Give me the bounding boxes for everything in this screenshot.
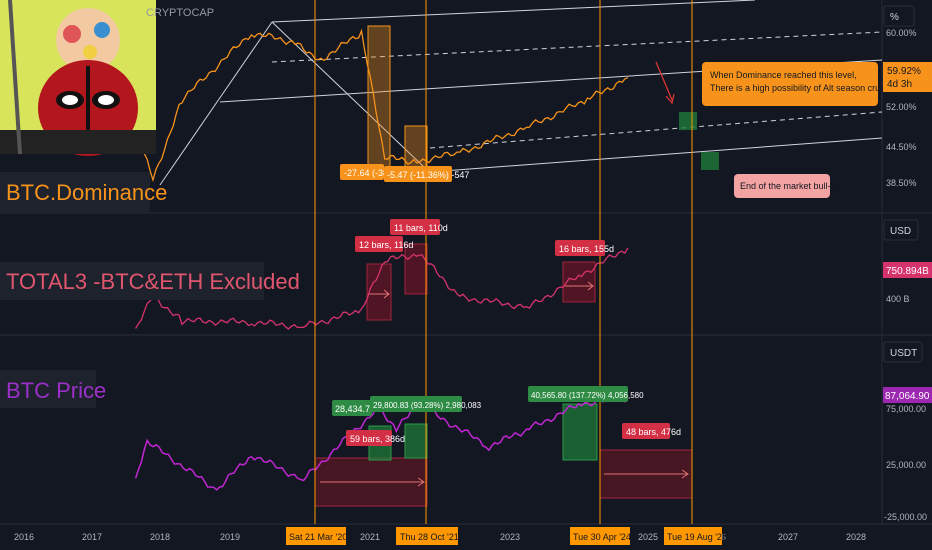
btc-label-1: 28,434.76 <box>335 404 375 414</box>
btc-label-bg-4 <box>346 430 392 446</box>
marker-tag-4: Tue 19 Aug '25 <box>667 532 727 542</box>
year-label-2016: 2016 <box>14 532 34 542</box>
channel-top-line <box>271 0 756 23</box>
forecast-arrow <box>655 61 673 101</box>
dominance-tick-4: 38.50% <box>886 178 917 188</box>
year-label-2027: 2027 <box>778 532 798 542</box>
dominance-unit-box[interactable] <box>883 5 915 27</box>
dominance-title-bg <box>0 172 150 212</box>
marker-tag-2: Thu 28 Oct '21 <box>400 532 459 542</box>
dominance-drop-box-2[interactable] <box>404 125 428 173</box>
btc-arrow-1 <box>320 477 425 487</box>
btc-label-3: 40,565.80 (137.72%) 4,056,580 <box>531 391 644 400</box>
alt-season-note-bg[interactable] <box>702 62 878 106</box>
btc-label-bg-3 <box>528 386 628 402</box>
btc-tick-3: -25,000.00 <box>884 512 927 522</box>
year-label-2018: 2018 <box>150 532 170 542</box>
year-label-2021: 2021 <box>360 532 380 542</box>
marker-tag-bg-4 <box>664 527 722 545</box>
btc-title-bg <box>0 370 96 408</box>
total3-range-box-3[interactable] <box>562 261 596 303</box>
btc-label-4: 59 bars, 386d <box>350 434 405 444</box>
dominance-price-tag: 59.92% <box>887 66 921 77</box>
dominance-price-countdown: 4d 3h <box>887 79 912 90</box>
total3-title-bg <box>0 262 264 300</box>
header-symbol: CRYPTOCAP <box>146 7 214 19</box>
total3-label-bg-3 <box>555 240 605 256</box>
btc-gain-box-2[interactable] <box>404 423 428 459</box>
alt-season-target-box[interactable] <box>679 112 697 130</box>
bull-run-end-box[interactable] <box>701 152 719 170</box>
btc-arrow-2 <box>604 469 689 479</box>
btc-unit: USDT <box>890 348 917 359</box>
forecast-arrow-head <box>665 93 675 105</box>
btc-label-5: 48 bars, 476d <box>626 427 681 437</box>
measure-label-2: -5.47 (-11.36%) -547 <box>387 170 469 180</box>
channel-bottom-line <box>429 137 883 173</box>
deadpool-thumbnail-image <box>0 0 156 156</box>
year-label-2017: 2017 <box>82 532 102 542</box>
year-label-2025: 2025 <box>638 532 658 542</box>
btc-label-bg-5 <box>622 423 670 439</box>
trend-up-line <box>159 21 273 186</box>
btc-unit-box[interactable] <box>883 341 923 363</box>
btc-label-bg-2 <box>370 396 462 412</box>
measure-label-bg-1 <box>340 164 384 180</box>
bull-run-note-bg[interactable] <box>734 174 830 198</box>
dominance-tick-3: 44.50% <box>886 142 917 152</box>
total3-arrow-3 <box>565 281 594 291</box>
total3-arrow-1 <box>369 289 390 299</box>
total3-label-1: 12 bars, 116d <box>359 240 413 250</box>
btc-label-bg-1 <box>332 400 372 416</box>
dominance-unit: % <box>890 12 899 23</box>
trend-down-line <box>271 21 426 169</box>
marker-tag-3: Tue 30 Apr '24 <box>573 532 631 542</box>
dominance-drop-box-1[interactable] <box>367 25 391 169</box>
bull-run-note: End of the market bull-run <box>740 181 844 191</box>
total3-label-3: 16 bars, 155d <box>559 244 614 254</box>
total3-label-bg-1 <box>355 236 403 252</box>
year-label-2019: 2019 <box>220 532 240 542</box>
marker-tag-bg-2 <box>396 527 458 545</box>
measure-label-1: -27.64 (-38. <box>344 168 391 178</box>
channel-lower-dashed-line <box>429 111 883 149</box>
total3-price-tag-bg <box>883 262 932 278</box>
total3-unit: USD <box>890 226 911 237</box>
total3-price-tag: 750.894B <box>886 266 929 277</box>
btc-tick-2: 25,000.00 <box>886 460 926 470</box>
marker-tag-1: Sat 21 Mar '20 <box>289 532 347 542</box>
year-label-2028: 2028 <box>846 532 866 542</box>
marker-tag-bg-3 <box>570 527 630 545</box>
total3-panel-title: TOTAL3 -BTC&ETH Excluded <box>6 269 300 294</box>
channel-mid-dashed-line <box>271 31 883 63</box>
dominance-series-line <box>134 28 629 183</box>
btc-tick-1: 75,000.00 <box>886 404 926 414</box>
btc-label-2: 29,800.83 (93.28%) 2,980,083 <box>373 401 482 410</box>
date-marker-lines <box>314 0 693 524</box>
total3-tick-1: 400 B <box>886 294 910 304</box>
total3-series-line <box>135 247 629 330</box>
total3-unit-box[interactable] <box>883 219 919 241</box>
alt-season-note-line-1: When Dominance reached this level, <box>710 70 857 80</box>
dominance-tick-2: 52.00% <box>886 102 917 112</box>
dominance-price-tag-bg <box>883 62 932 92</box>
btc-price-tag: 87,064.90 <box>885 391 930 402</box>
year-label-2023: 2023 <box>500 532 520 542</box>
total3-range-box-2[interactable] <box>404 243 428 295</box>
dominance-tick-1: 60.00% <box>886 28 917 38</box>
measure-label-bg-2 <box>384 166 452 182</box>
total3-label-2: 11 bars, 110d <box>394 223 448 233</box>
btc-panel-title: BTC Price <box>6 378 106 403</box>
dominance-panel-title: BTC.Dominance <box>6 180 167 205</box>
total3-label-bg-2 <box>390 219 440 235</box>
marker-tag-bg-1 <box>286 527 346 545</box>
alt-season-note-line-2: There is a high possibility of Alt seaso… <box>710 83 892 93</box>
btc-gain-box-3[interactable] <box>562 403 598 461</box>
btc-price-tag-bg <box>883 387 932 403</box>
